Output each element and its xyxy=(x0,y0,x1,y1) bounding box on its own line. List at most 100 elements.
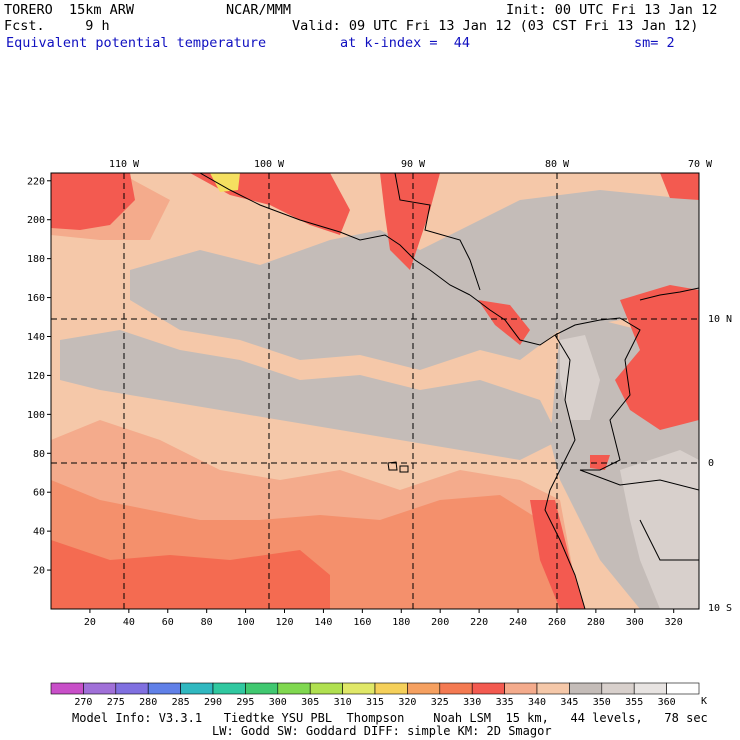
colorbar-label: 340 xyxy=(528,697,546,708)
lat-labels: 10 N 0 10 S xyxy=(708,314,732,614)
x-tick-label: 20 xyxy=(84,617,96,628)
coast-south-america xyxy=(544,334,586,609)
warm-area-colombia xyxy=(615,285,699,430)
colorbar-label: 305 xyxy=(301,697,319,708)
coastlines xyxy=(199,173,699,609)
colorbar-swatch xyxy=(374,682,408,695)
valid-time: Valid: 09 UTC Fri 13 Jan 12 (03 CST Fri … xyxy=(292,18,699,34)
y-tick-label: 140 xyxy=(27,332,45,343)
colorbar-label: 350 xyxy=(593,697,611,708)
graticule xyxy=(51,173,699,609)
colorbar-label: 300 xyxy=(269,697,287,708)
colorbar-swatch xyxy=(536,682,570,695)
colorbar-swatch xyxy=(115,682,149,695)
field-name: Equivalent potential temperature xyxy=(6,35,267,51)
x-tick-label: 240 xyxy=(509,617,527,628)
colorbar-swatch xyxy=(601,682,635,695)
yellow-patch xyxy=(210,173,240,192)
colorbar-unit: K xyxy=(701,696,707,707)
border-colombia xyxy=(580,317,641,471)
x-tick-label: 40 xyxy=(123,617,135,628)
lat-label: 10 N xyxy=(708,314,732,325)
x-tick-label: 180 xyxy=(392,617,410,628)
coast-caribbean xyxy=(394,173,481,291)
colorbar-label: 345 xyxy=(560,697,578,708)
smoothing: sm= 2 xyxy=(634,35,675,51)
x-tick-label: 200 xyxy=(431,617,449,628)
lon-label: 90 W xyxy=(401,159,426,170)
colorbar-label: 275 xyxy=(107,697,125,708)
y-axis: 20 40 60 80 100 120 140 160 180 200 220 xyxy=(27,176,51,577)
colorbar-swatch xyxy=(50,682,84,695)
y-tick-label: 40 xyxy=(33,527,45,538)
colorbar-swatch xyxy=(245,682,279,695)
colorbar-label: 320 xyxy=(398,697,416,708)
x-tick-label: 300 xyxy=(626,617,644,628)
colorbar-swatch xyxy=(180,682,214,695)
colorbar-label: 335 xyxy=(496,697,514,708)
warm-area-central-america xyxy=(380,173,440,270)
warm-area-mexico xyxy=(51,173,135,230)
lon-label: 70 W xyxy=(688,159,713,170)
x-tick-label: 100 xyxy=(237,617,255,628)
x-tick-label: 60 xyxy=(162,617,174,628)
y-tick-label: 180 xyxy=(27,254,45,265)
model-name: TORERO 15km ARW xyxy=(4,2,135,18)
colorbar-swatch xyxy=(212,682,246,695)
field-shading xyxy=(51,173,699,609)
init-time: Init: 00 UTC Fri 13 Jan 12 xyxy=(506,2,718,18)
footer-physics: LW: Godd SW: Goddard DIFF: simple KM: 2D… xyxy=(212,724,552,738)
center-name: NCAR/MMM xyxy=(226,2,292,18)
k-index: at k-index = 44 xyxy=(340,35,471,51)
colorbar-swatch xyxy=(471,682,505,695)
colorbar-swatch xyxy=(277,682,311,695)
y-tick-label: 60 xyxy=(33,488,45,499)
coast-mexico xyxy=(199,173,471,296)
colorbar-label: 270 xyxy=(74,697,92,708)
colorbar-labels: 270 275 280 285 290 295 300 305 310 315 320 325 330 3… xyxy=(74,697,675,708)
map-frame xyxy=(50,172,700,610)
x-axis: 20 40 60 80 100 120 140 160 180 200 220 240 260 280 30… xyxy=(84,609,683,628)
colorbar-swatch xyxy=(666,682,700,695)
x-tick-label: 260 xyxy=(548,617,566,628)
colorbar-swatch xyxy=(569,682,603,695)
lat-label: 10 S xyxy=(708,603,732,614)
x-tick-label: 160 xyxy=(353,617,371,628)
y-tick-label: 160 xyxy=(27,293,45,304)
colorbar-swatch xyxy=(342,682,376,695)
colorbar-swatch xyxy=(439,682,473,695)
lat-label: 0 xyxy=(708,458,714,469)
x-tick-label: 220 xyxy=(470,617,488,628)
colorbar-label: 290 xyxy=(204,697,222,708)
light-grey-andes xyxy=(560,335,600,420)
warm-area-southwest xyxy=(51,480,575,609)
colorbar xyxy=(50,682,700,695)
y-tick-label: 100 xyxy=(27,410,45,421)
lon-label: 110 W xyxy=(109,159,140,170)
coast-venezuela xyxy=(639,287,699,301)
y-tick-label: 220 xyxy=(27,176,45,187)
colorbar-label: 310 xyxy=(334,697,352,708)
warm-area-caribbean xyxy=(660,173,699,200)
x-tick-label: 280 xyxy=(587,617,605,628)
colorbar-label: 315 xyxy=(366,697,384,708)
y-tick-label: 200 xyxy=(27,215,45,226)
coast-central-america xyxy=(469,294,621,346)
colorbar-swatch xyxy=(147,682,181,695)
y-tick-label: 20 xyxy=(33,566,45,577)
colorbar-label: 360 xyxy=(658,697,676,708)
x-tick-label: 120 xyxy=(275,617,293,628)
grey-area-central xyxy=(60,330,560,460)
colorbar-label: 355 xyxy=(625,697,643,708)
colorbar-swatch xyxy=(407,682,441,695)
colorbar-label: 325 xyxy=(431,697,449,708)
colorbar-swatch xyxy=(504,682,538,695)
footer-model-info: Model Info: V3.3.1 Tiedtke YSU PBL Thomp… xyxy=(72,711,708,725)
forecast-hour: Fcst. 9 h xyxy=(4,18,110,34)
colorbar-label: 285 xyxy=(172,697,190,708)
warm-area-ecuador xyxy=(590,455,610,470)
colorbar-label: 280 xyxy=(139,697,157,708)
x-tick-label: 320 xyxy=(665,617,683,628)
colorbar-label: 295 xyxy=(236,697,254,708)
